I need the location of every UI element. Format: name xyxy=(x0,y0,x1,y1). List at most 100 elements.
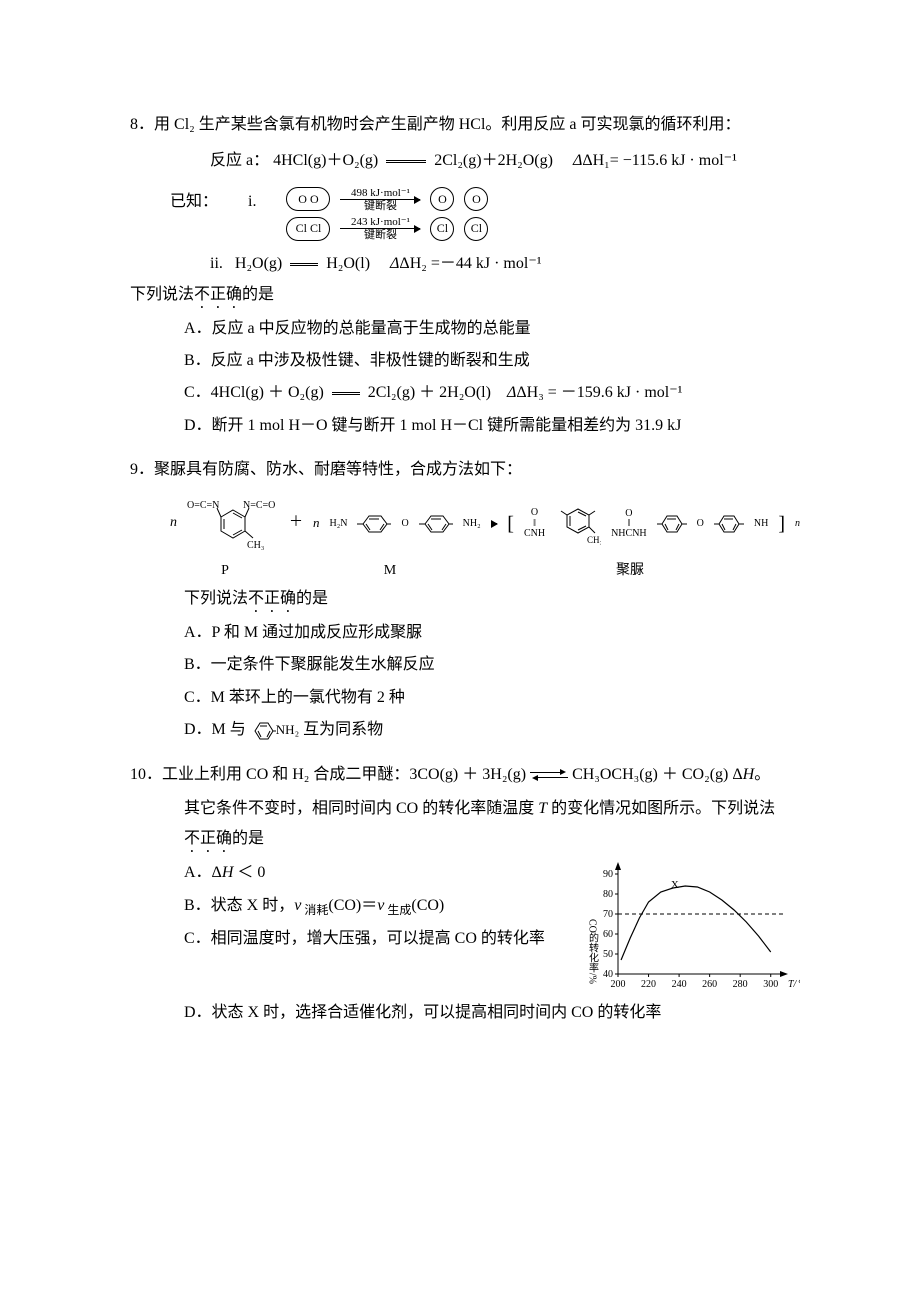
O-bond-energy: 498 kJ·mol⁻¹ xyxy=(351,187,410,199)
q8-bond-O-row: O O 498 kJ·mol⁻¹ 键断裂 O O xyxy=(286,187,488,212)
equilibrium-arrow-icon xyxy=(530,770,568,780)
question-10: 10．工业上利用 CO 和 H₂ 合成二甲醚：3CO(g) ＋ 3H₂(g)CH… xyxy=(130,760,800,1029)
svg-text:90: 90 xyxy=(603,869,613,880)
q8-stem: 8．用 Cl₂ 生产某些含氯有机物时会产生副产物 HCl。利用反应 a 可实现氯… xyxy=(130,110,800,140)
q10-options: A．ΔH ＜ 0 B．状态 X 时，v 消耗(CO)＝v 生成(CO) C．相同… xyxy=(130,856,568,956)
q8-known-block: 已知： i. O O 498 kJ·mol⁻¹ 键断裂 O O Cl Cl xyxy=(130,187,800,241)
svg-text:70: 70 xyxy=(603,909,613,920)
svg-text:240: 240 xyxy=(672,979,687,990)
q8-C-lhs: C．4HCl(g) ＋ O₂(g) xyxy=(184,384,324,401)
q9-n2: n xyxy=(313,511,320,536)
svg-text:220: 220 xyxy=(641,979,656,990)
CNH-label: CNH xyxy=(524,529,545,539)
Cl2-molecule-icon: Cl Cl xyxy=(286,217,330,241)
q10-A-H: H xyxy=(222,864,234,881)
q9-prompt-em: 不正确 xyxy=(248,590,296,607)
q9-opt-B: B．一定条件下聚脲能发生水解反应 xyxy=(184,650,800,680)
q10-B-sub2: 生成 xyxy=(384,903,411,917)
equals-sign-icon xyxy=(290,263,318,266)
q9-stem: 9．聚脲具有防腐、防水、耐磨等特性，合成方法如下： xyxy=(130,455,800,485)
q8-ii: ii. H₂O(g) H₂O(l) ΔΔH₂ =－44 kJ · mol⁻¹ xyxy=(130,249,800,279)
plus-icon: ＋ xyxy=(289,510,303,537)
svg-text:X: X xyxy=(671,879,679,891)
q9-D-pre: D．M 与 xyxy=(184,721,246,738)
svg-text:280: 280 xyxy=(733,979,748,990)
q10-H-ital: H xyxy=(743,766,755,783)
q8-bond-Cl-row: Cl Cl 243 kJ·mol⁻¹ 键断裂 Cl Cl xyxy=(286,216,488,241)
q10-opt-A: A．ΔH ＜ 0 xyxy=(184,858,568,888)
q10-line2-pre: 其它条件不变时，相同时间内 CO 的转化率随温度 xyxy=(184,800,538,817)
q10-prompt-post: 的是 xyxy=(232,830,264,847)
q10-A-pre: A．Δ xyxy=(184,864,222,881)
q10-stem: 10．工业上利用 CO 和 H₂ 合成二甲醚：3CO(g) ＋ 3H₂(g)CH… xyxy=(130,760,800,790)
bond-break-label: 键断裂 xyxy=(364,229,397,241)
monomer-P-structure: O=C=N N=C=O CH₃ xyxy=(187,496,279,552)
q10-prompt-em: 不正确 xyxy=(184,830,232,847)
carbonyl-O: O xyxy=(531,508,538,518)
q10-line2-post: 的变化情况如图所示。下列说法 xyxy=(547,800,775,817)
svg-text:80: 80 xyxy=(603,889,613,900)
q9-prompt: 下列说法不正确的是 xyxy=(130,584,800,616)
q8-opt-A: A．反应 a 中反应物的总能量高于生成物的总能量 xyxy=(184,314,800,344)
q10-stem-end: 。 xyxy=(754,766,770,783)
bond-break-arrow-O: 498 kJ·mol⁻¹ 键断裂 xyxy=(340,187,420,212)
label-polyurea: 聚脲 xyxy=(500,558,760,585)
equals-sign-icon xyxy=(386,160,426,163)
benzene-ring-icon xyxy=(419,512,453,536)
q8-prompt-em: 不正确 xyxy=(194,286,242,303)
q8-reaction-rhs: 2Cl₂(g)＋2H₂O(g) xyxy=(434,152,553,169)
q9-opt-C: C．M 苯环上的一氯代物有 2 种 xyxy=(184,683,800,713)
NH-label: NH xyxy=(754,514,768,533)
q8-known-label: 已知： xyxy=(170,187,218,217)
q8-reaction-label: 反应 a： xyxy=(210,152,269,169)
nh2-label: NH₂ xyxy=(276,718,299,743)
q8-prompt: 下列说法不正确的是 xyxy=(130,280,800,312)
equals-sign-icon xyxy=(332,392,360,395)
aniline-structure: NH₂ xyxy=(250,718,299,743)
svg-text:300: 300 xyxy=(763,979,778,990)
bond-break-arrow-Cl: 243 kJ·mol⁻¹ 键断裂 xyxy=(340,216,420,241)
q10-B-pre: B．状态 X 时， xyxy=(184,897,294,914)
q10-T-ital: T xyxy=(538,800,547,817)
Cl-atom-icon: Cl xyxy=(430,217,454,241)
q9-scheme-labels: P M 聚脲 xyxy=(130,558,800,585)
q10-B-post: (CO) xyxy=(411,897,444,914)
q10-prompt: 不正确的是 xyxy=(130,824,800,856)
q8-bond-diagrams: O O 498 kJ·mol⁻¹ 键断裂 O O Cl Cl 243 kJ·mo… xyxy=(286,187,488,241)
question-8: 8．用 Cl₂ 生产某些含氯有机物时会产生副产物 HCl。利用反应 a 可实现氯… xyxy=(130,110,800,441)
O2-molecule-icon: O O xyxy=(286,187,330,211)
q9-stem-text: 聚脲具有防腐、防水、耐磨等特性，合成方法如下： xyxy=(154,461,522,478)
q9-M-h2n: H₂N xyxy=(330,514,348,533)
svg-text:60: 60 xyxy=(603,929,613,940)
q10-stem-lhs: 工业上利用 CO 和 H₂ 合成二甲醚：3CO(g) ＋ 3H₂(g) xyxy=(162,766,526,783)
q8-number: 8． xyxy=(130,116,154,133)
svg-text:50: 50 xyxy=(603,949,613,960)
bracket-right-icon: ] xyxy=(778,505,785,543)
benzene-ring-icon xyxy=(357,512,391,536)
q8-C-dH-val: ΔH₃ = －159.6 kJ · mol⁻¹ xyxy=(516,384,682,401)
q8-ii-lhs: H₂O(g) xyxy=(235,255,282,272)
NHCNH-label: NHCNH xyxy=(611,529,647,539)
q10-opt-C: C．相同温度时，增大压强，可以提高 CO 的转化率 xyxy=(184,924,568,954)
q9-prompt-post: 的是 xyxy=(296,590,328,607)
repeat-n: n xyxy=(795,514,800,533)
q10-conversion-chart: 405060708090200220240260280300T/℃CO的转化率/… xyxy=(580,856,800,996)
q9-options: A．P 和 M 通过加成反应形成聚脲 B．一定条件下聚脲能发生水解反应 C．M … xyxy=(130,618,800,746)
bracket-left-icon: [ xyxy=(507,505,514,543)
q8-options: A．反应 a 中反应物的总能量高于生成物的总能量 B．反应 a 中涉及极性键、非… xyxy=(130,314,800,442)
q10-opt-B: B．状态 X 时，v 消耗(CO)＝v 生成(CO) xyxy=(184,891,568,922)
svg-text:T/℃: T/℃ xyxy=(788,979,800,990)
q8-dH2: Δ xyxy=(390,255,399,272)
ether-O: O xyxy=(697,514,704,533)
q9-prompt-pre: 下列说法 xyxy=(184,590,248,607)
q9-opt-D: D．M 与 NH₂ 互为同系物 xyxy=(184,715,800,745)
q8-opt-C: C．4HCl(g) ＋ O₂(g) 2Cl₂(g) ＋ 2H₂O(l) ΔΔH₃… xyxy=(184,378,800,408)
benzene-ring-icon xyxy=(714,512,744,536)
q9-M-O: O xyxy=(401,514,408,533)
q8-prompt-pre: 下列说法 xyxy=(130,286,194,303)
q8-dH1: ΔΔH₁= −115.6 kJ · mol⁻¹ xyxy=(573,152,737,169)
svg-text:CH₃: CH₃ xyxy=(587,535,601,545)
svg-text:CH₃: CH₃ xyxy=(247,540,264,551)
q8-C-rhs: 2Cl₂(g) ＋ 2H₂O(l) xyxy=(368,384,491,401)
q9-M-nh2: NH₂ xyxy=(463,514,481,533)
